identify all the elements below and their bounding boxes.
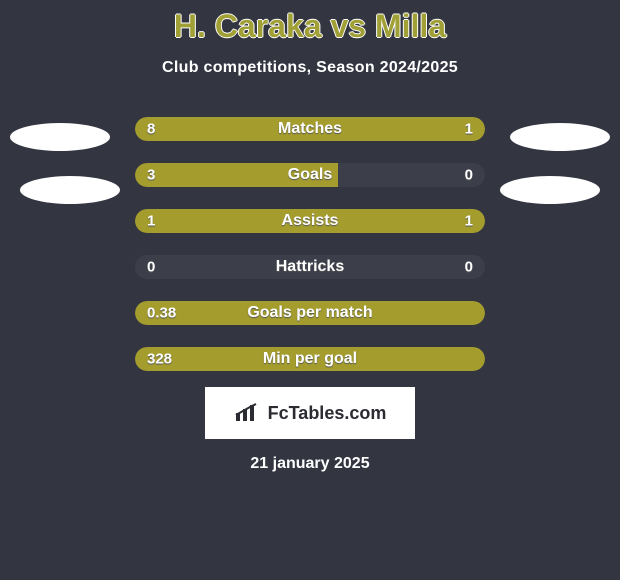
- footer-brand-text: FcTables.com: [268, 403, 387, 424]
- bar-track: [135, 117, 485, 141]
- update-date: 21 january 2025: [0, 455, 620, 473]
- bar-full: [135, 347, 485, 371]
- chart-icon: [234, 403, 260, 423]
- stat-row: 328 Min per goal: [135, 347, 485, 371]
- bar-right: [399, 117, 485, 141]
- stat-row: 8 Matches 1: [135, 117, 485, 141]
- footer-badge[interactable]: FcTables.com: [205, 387, 415, 439]
- bar-track: [135, 255, 485, 279]
- stat-row: 1 Assists 1: [135, 209, 485, 233]
- bar-full: [135, 301, 485, 325]
- bar-track: [135, 209, 485, 233]
- page-title: H. Caraka vs Milla: [0, 0, 620, 45]
- bar-left: [135, 163, 338, 187]
- stat-row: 0 Hattricks 0: [135, 255, 485, 279]
- stat-row: 0.38 Goals per match: [135, 301, 485, 325]
- stats-container: 8 Matches 1 3 Goals 0 1 Assists 1 0 Hatt…: [0, 117, 620, 371]
- stat-row: 3 Goals 0: [135, 163, 485, 187]
- avatar-placeholder-right-1: [510, 123, 610, 151]
- bar-track: [135, 301, 485, 325]
- bar-track: [135, 163, 485, 187]
- avatar-placeholder-left-1: [10, 123, 110, 151]
- avatar-placeholder-right-2: [500, 176, 600, 204]
- bar-left: [135, 117, 399, 141]
- avatar-placeholder-left-2: [20, 176, 120, 204]
- page-subtitle: Club competitions, Season 2024/2025: [0, 59, 620, 77]
- bar-track: [135, 347, 485, 371]
- bar-left: [135, 209, 310, 233]
- bar-right: [310, 209, 485, 233]
